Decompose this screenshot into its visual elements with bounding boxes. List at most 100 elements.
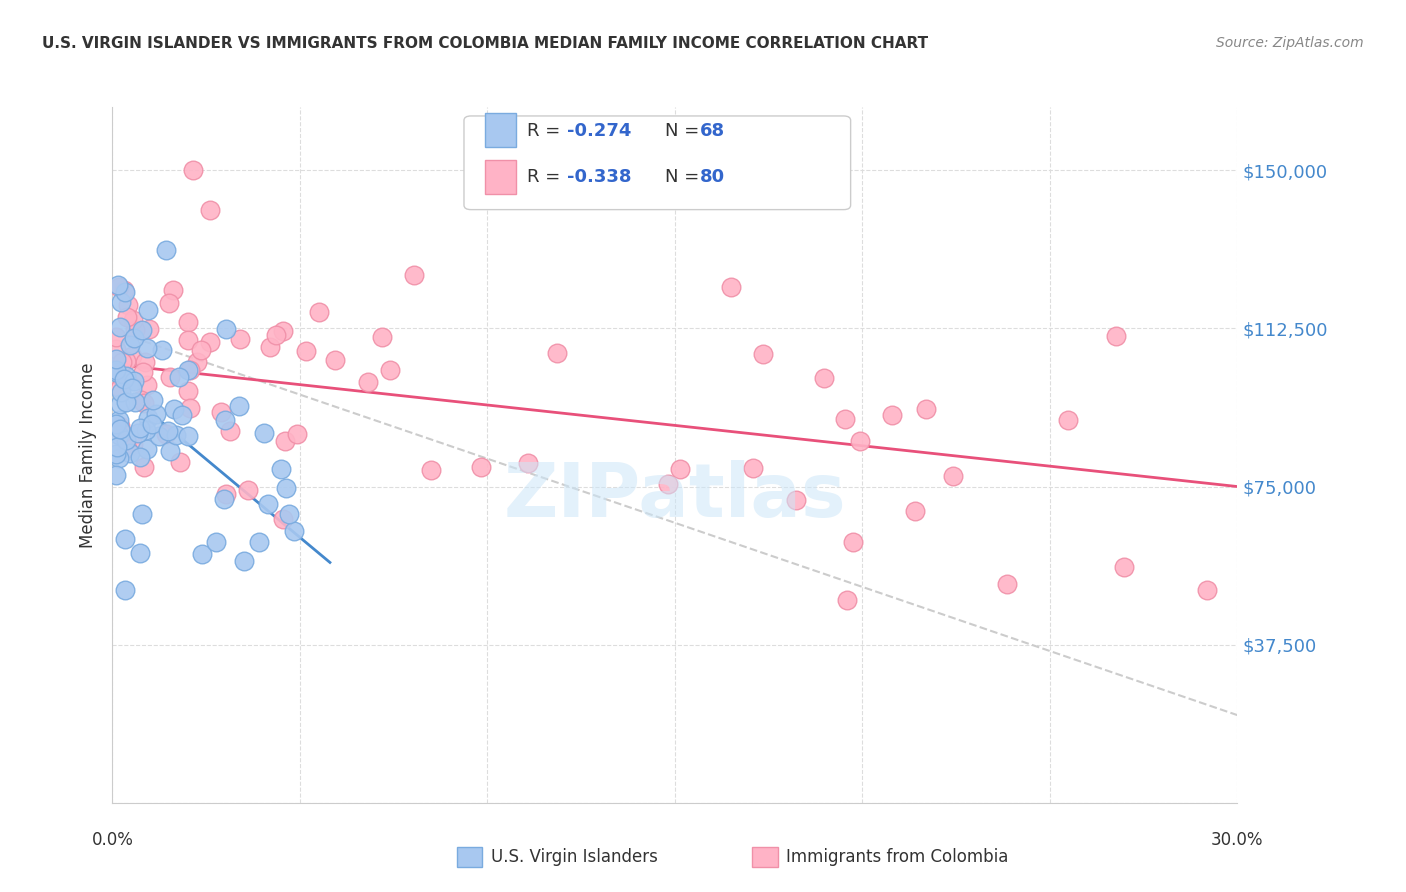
Point bbox=[108, 319, 131, 334]
Point bbox=[356, 376, 378, 390]
Point bbox=[122, 374, 145, 388]
Point bbox=[136, 302, 159, 317]
Point bbox=[270, 462, 292, 476]
Point bbox=[108, 422, 131, 436]
Point bbox=[308, 305, 330, 319]
Text: R =: R = bbox=[527, 168, 567, 186]
Point bbox=[105, 343, 128, 357]
Text: -0.274: -0.274 bbox=[567, 122, 631, 140]
Point bbox=[114, 354, 136, 368]
Text: N =: N = bbox=[665, 168, 704, 186]
Point bbox=[135, 341, 157, 355]
Point bbox=[198, 334, 221, 349]
Point bbox=[110, 295, 132, 310]
Point bbox=[108, 428, 131, 442]
Point bbox=[283, 524, 305, 538]
Point bbox=[179, 362, 201, 376]
Point bbox=[124, 394, 146, 409]
Point bbox=[138, 321, 160, 335]
Text: U.S. Virgin Islanders: U.S. Virgin Islanders bbox=[491, 848, 658, 866]
Point bbox=[108, 381, 131, 395]
Point bbox=[271, 512, 294, 526]
Point bbox=[118, 338, 141, 352]
Point bbox=[177, 333, 200, 347]
Point bbox=[122, 313, 145, 327]
Point bbox=[136, 411, 159, 425]
Point bbox=[128, 546, 150, 560]
Point bbox=[108, 418, 131, 433]
Point bbox=[402, 268, 425, 282]
Point bbox=[105, 363, 128, 377]
Point bbox=[163, 401, 186, 416]
Point bbox=[114, 532, 136, 546]
Point bbox=[155, 427, 177, 442]
Point bbox=[219, 424, 242, 438]
Text: U.S. VIRGIN ISLANDER VS IMMIGRANTS FROM COLOMBIA MEDIAN FAMILY INCOME CORRELATIO: U.S. VIRGIN ISLANDER VS IMMIGRANTS FROM … bbox=[42, 36, 928, 51]
Point bbox=[470, 459, 492, 474]
Point bbox=[105, 330, 128, 344]
Point bbox=[995, 577, 1018, 591]
Point bbox=[155, 244, 177, 258]
Point bbox=[1057, 413, 1080, 427]
Point bbox=[942, 469, 965, 483]
Point bbox=[880, 409, 903, 423]
Point bbox=[169, 455, 191, 469]
Point bbox=[112, 372, 135, 386]
Point bbox=[177, 363, 200, 377]
Point bbox=[170, 408, 193, 422]
Point bbox=[150, 343, 173, 358]
Point bbox=[176, 429, 198, 443]
Point bbox=[110, 425, 132, 440]
Point bbox=[135, 423, 157, 437]
Point bbox=[115, 369, 138, 384]
Point bbox=[134, 355, 156, 369]
Point bbox=[252, 426, 274, 441]
Point bbox=[108, 450, 131, 465]
Point bbox=[105, 440, 128, 454]
Point bbox=[121, 349, 143, 363]
Point bbox=[129, 420, 152, 434]
Point bbox=[176, 315, 198, 329]
Point bbox=[165, 428, 187, 442]
Point bbox=[834, 411, 856, 425]
Point bbox=[121, 381, 143, 395]
Point bbox=[132, 365, 155, 379]
Point bbox=[112, 283, 135, 297]
Point bbox=[108, 396, 131, 410]
Point bbox=[285, 426, 308, 441]
Point bbox=[657, 476, 679, 491]
Point bbox=[105, 365, 128, 379]
Point bbox=[176, 384, 198, 398]
Point bbox=[205, 534, 228, 549]
Point bbox=[131, 392, 153, 407]
Point bbox=[835, 593, 858, 607]
Point bbox=[915, 402, 938, 417]
Point bbox=[159, 369, 181, 384]
Text: -0.338: -0.338 bbox=[567, 168, 631, 186]
Text: Immigrants from Colombia: Immigrants from Colombia bbox=[786, 848, 1008, 866]
Point bbox=[215, 322, 238, 336]
Point bbox=[169, 370, 191, 384]
Point bbox=[135, 377, 157, 392]
Point bbox=[849, 434, 872, 449]
Point bbox=[131, 507, 153, 521]
Point bbox=[842, 535, 865, 549]
Point bbox=[124, 323, 146, 337]
Point bbox=[183, 163, 205, 178]
Point bbox=[105, 352, 128, 367]
Point bbox=[209, 405, 232, 419]
Text: 68: 68 bbox=[700, 122, 725, 140]
Point bbox=[228, 400, 250, 414]
Text: 0.0%: 0.0% bbox=[91, 830, 134, 848]
Point bbox=[117, 298, 139, 312]
Point bbox=[121, 436, 143, 450]
Point bbox=[785, 493, 807, 508]
Point bbox=[215, 487, 238, 501]
Point bbox=[141, 417, 163, 431]
Point bbox=[214, 413, 236, 427]
Point bbox=[122, 331, 145, 345]
Y-axis label: Median Family Income: Median Family Income bbox=[79, 362, 97, 548]
Point bbox=[546, 346, 568, 360]
Text: N =: N = bbox=[665, 122, 704, 140]
Point bbox=[264, 328, 287, 343]
